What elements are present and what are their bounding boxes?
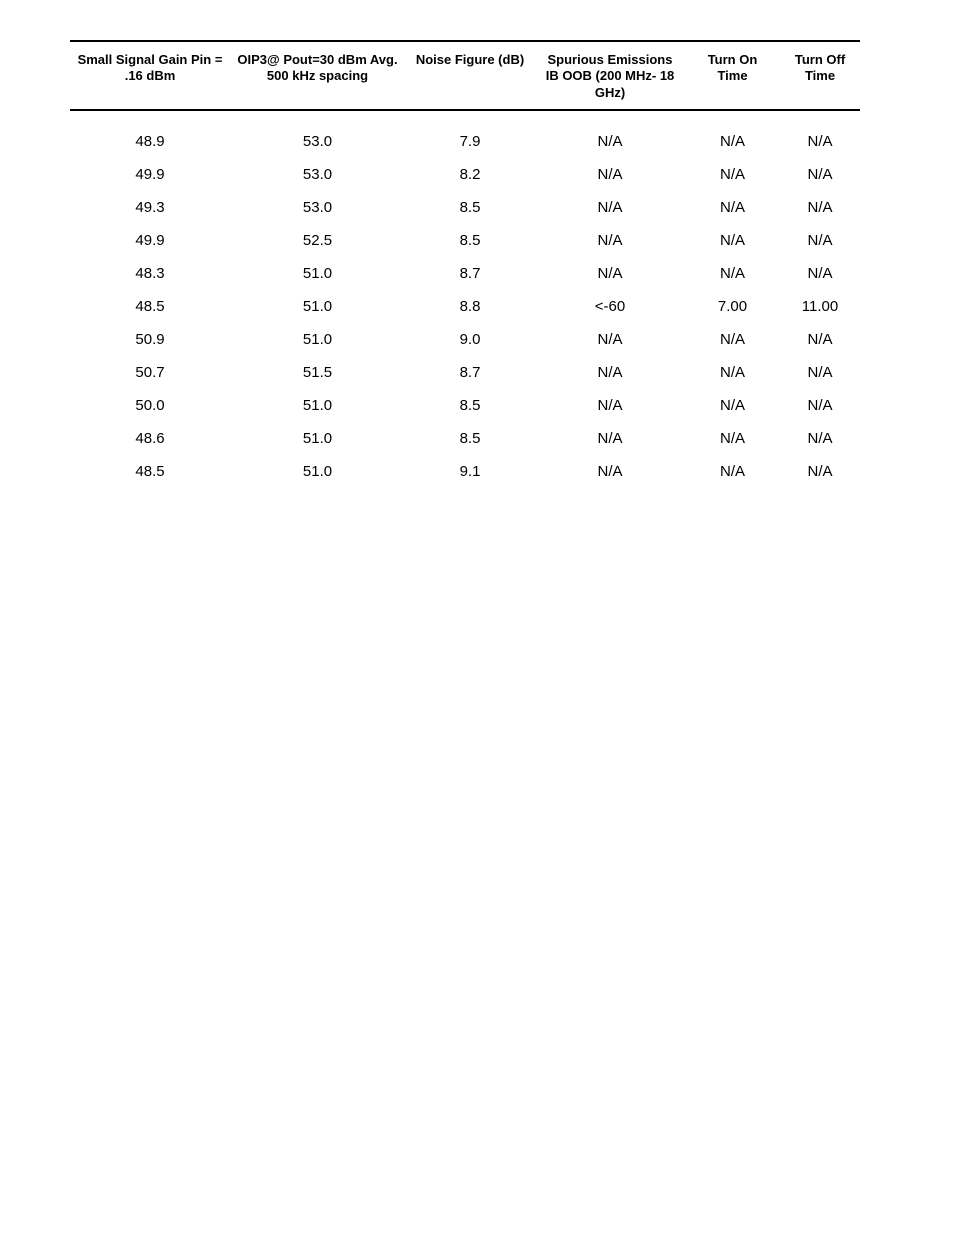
table-row: 48.5 51.0 8.8 <-60 7.00 11.00 (70, 290, 860, 323)
col-header-turn-on-time: Turn On Time (685, 46, 780, 110)
table-row: 50.9 51.0 9.0 N/A N/A N/A (70, 323, 860, 356)
cell: 51.0 (230, 455, 405, 488)
cell: 51.0 (230, 290, 405, 323)
cell: 9.0 (405, 323, 535, 356)
cell: N/A (535, 224, 685, 257)
cell: N/A (535, 323, 685, 356)
cell: N/A (780, 389, 860, 422)
cell: N/A (780, 422, 860, 455)
table-row: 49.9 53.0 8.2 N/A N/A N/A (70, 158, 860, 191)
cell: 8.8 (405, 290, 535, 323)
cell: 8.2 (405, 158, 535, 191)
cell: 51.5 (230, 356, 405, 389)
table-row: 49.9 52.5 8.5 N/A N/A N/A (70, 224, 860, 257)
cell: N/A (535, 356, 685, 389)
cell: 51.0 (230, 389, 405, 422)
cell: N/A (685, 158, 780, 191)
table-container: Small Signal Gain Pin = .16 dBm OIP3@ Po… (70, 40, 860, 488)
cell: 11.00 (780, 290, 860, 323)
cell: 9.1 (405, 455, 535, 488)
col-header-oip3: OIP3@ Pout=30 dBm Avg. 500 kHz spacing (230, 46, 405, 110)
cell: N/A (780, 455, 860, 488)
table-body: 48.9 53.0 7.9 N/A N/A N/A 49.9 53.0 8.2 … (70, 110, 860, 488)
cell: 8.5 (405, 422, 535, 455)
cell: N/A (685, 356, 780, 389)
cell: N/A (780, 191, 860, 224)
cell: 51.0 (230, 257, 405, 290)
cell: N/A (535, 455, 685, 488)
cell: 48.9 (70, 110, 230, 158)
cell: N/A (780, 158, 860, 191)
cell: N/A (780, 323, 860, 356)
cell: <-60 (535, 290, 685, 323)
table-row: 50.0 51.0 8.5 N/A N/A N/A (70, 389, 860, 422)
cell: 8.7 (405, 356, 535, 389)
cell: 52.5 (230, 224, 405, 257)
cell: N/A (685, 110, 780, 158)
table-header-row: Small Signal Gain Pin = .16 dBm OIP3@ Po… (70, 46, 860, 110)
cell: 49.9 (70, 158, 230, 191)
cell: 49.3 (70, 191, 230, 224)
table-row: 49.3 53.0 8.5 N/A N/A N/A (70, 191, 860, 224)
cell: N/A (685, 224, 780, 257)
cell: N/A (780, 110, 860, 158)
table-row: 48.6 51.0 8.5 N/A N/A N/A (70, 422, 860, 455)
cell: 7.00 (685, 290, 780, 323)
cell: N/A (685, 422, 780, 455)
cell: N/A (780, 356, 860, 389)
cell: 48.5 (70, 455, 230, 488)
cell: N/A (685, 323, 780, 356)
cell: 50.0 (70, 389, 230, 422)
table-row: 48.3 51.0 8.7 N/A N/A N/A (70, 257, 860, 290)
table-row: 48.5 51.0 9.1 N/A N/A N/A (70, 455, 860, 488)
page: Small Signal Gain Pin = .16 dBm OIP3@ Po… (0, 0, 954, 1235)
cell: N/A (780, 224, 860, 257)
cell: 49.9 (70, 224, 230, 257)
col-header-noise-figure: Noise Figure (dB) (405, 46, 535, 110)
cell: N/A (535, 191, 685, 224)
col-header-spurious-emissions: Spurious Emissions IB OOB (200 MHz- 18 G… (535, 46, 685, 110)
cell: 51.0 (230, 323, 405, 356)
cell: N/A (535, 422, 685, 455)
cell: N/A (535, 389, 685, 422)
cell: N/A (535, 158, 685, 191)
cell: 7.9 (405, 110, 535, 158)
cell: 53.0 (230, 191, 405, 224)
table-row: 48.9 53.0 7.9 N/A N/A N/A (70, 110, 860, 158)
cell: N/A (535, 257, 685, 290)
cell: 53.0 (230, 110, 405, 158)
cell: N/A (685, 455, 780, 488)
cell: N/A (685, 257, 780, 290)
cell: 51.0 (230, 422, 405, 455)
cell: N/A (780, 257, 860, 290)
table-head: Small Signal Gain Pin = .16 dBm OIP3@ Po… (70, 46, 860, 110)
cell: 8.7 (405, 257, 535, 290)
cell: 48.3 (70, 257, 230, 290)
cell: 50.7 (70, 356, 230, 389)
cell: N/A (535, 110, 685, 158)
data-table: Small Signal Gain Pin = .16 dBm OIP3@ Po… (70, 46, 860, 488)
cell: 48.5 (70, 290, 230, 323)
col-header-small-signal-gain: Small Signal Gain Pin = .16 dBm (70, 46, 230, 110)
table-row: 50.7 51.5 8.7 N/A N/A N/A (70, 356, 860, 389)
cell: 48.6 (70, 422, 230, 455)
cell: 53.0 (230, 158, 405, 191)
cell: N/A (685, 389, 780, 422)
table-top-rule (70, 40, 860, 42)
cell: N/A (685, 191, 780, 224)
cell: 8.5 (405, 224, 535, 257)
cell: 8.5 (405, 191, 535, 224)
col-header-turn-off-time: Turn Off Time (780, 46, 860, 110)
cell: 50.9 (70, 323, 230, 356)
cell: 8.5 (405, 389, 535, 422)
